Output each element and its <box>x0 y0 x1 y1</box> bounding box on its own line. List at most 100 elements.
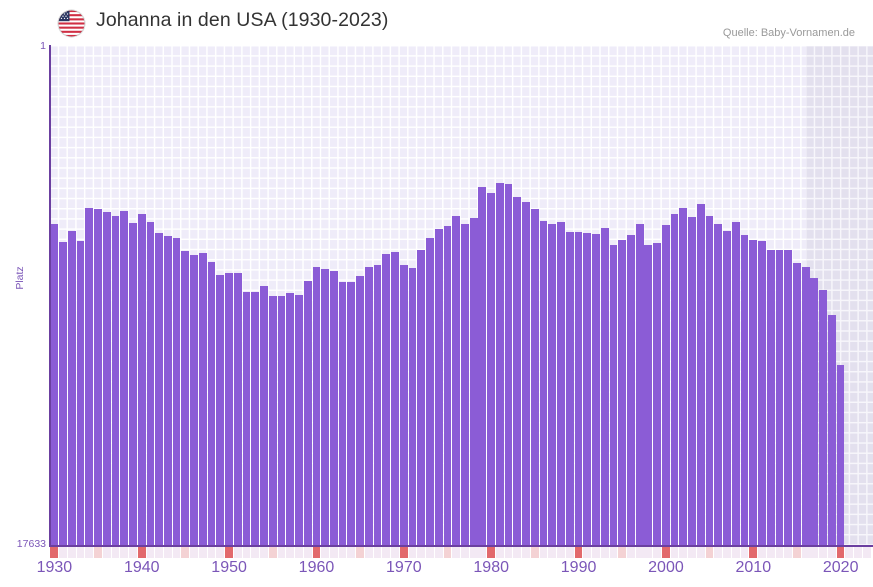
bar[interactable] <box>679 207 688 546</box>
bar[interactable] <box>539 220 548 546</box>
bar[interactable] <box>94 209 102 546</box>
x-axis-tick-minor <box>819 547 827 558</box>
bar[interactable] <box>688 216 696 546</box>
bar[interactable] <box>120 210 129 546</box>
bar[interactable] <box>338 281 347 546</box>
bar[interactable] <box>242 291 251 546</box>
bar[interactable] <box>303 280 312 546</box>
bar[interactable] <box>740 234 749 546</box>
bar[interactable] <box>635 223 644 546</box>
bar[interactable] <box>172 238 181 546</box>
bar[interactable] <box>417 250 426 546</box>
bar[interactable] <box>111 215 120 546</box>
bar[interactable] <box>443 226 452 546</box>
bar[interactable] <box>434 229 443 546</box>
bar[interactable] <box>321 269 330 546</box>
x-axis-tick-label: 1950 <box>211 559 247 576</box>
x-axis-tick-minor <box>120 547 129 558</box>
x-axis-tick-minor <box>181 547 190 558</box>
bar[interactable] <box>426 238 434 546</box>
bar[interactable] <box>102 212 111 546</box>
bar[interactable] <box>391 251 399 546</box>
bar[interactable] <box>146 221 155 546</box>
bar[interactable] <box>399 265 408 546</box>
bar[interactable] <box>696 203 705 546</box>
bar[interactable] <box>295 295 303 546</box>
bar[interactable] <box>408 268 417 546</box>
bar[interactable] <box>836 365 845 546</box>
x-axis-tick-minor <box>565 547 574 558</box>
bar[interactable] <box>627 235 635 546</box>
bar[interactable] <box>225 272 233 546</box>
bar[interactable] <box>469 218 478 546</box>
bar[interactable] <box>181 251 190 546</box>
bar[interactable] <box>85 207 94 546</box>
bar[interactable] <box>784 250 793 546</box>
bar[interactable] <box>198 253 207 546</box>
bar[interactable] <box>251 291 260 546</box>
bar[interactable] <box>76 241 85 546</box>
bar[interactable] <box>827 314 836 546</box>
bar[interactable] <box>705 216 714 546</box>
bar[interactable] <box>487 192 496 546</box>
bar[interactable] <box>600 228 609 546</box>
bar[interactable] <box>775 249 784 546</box>
bar[interactable] <box>731 221 740 546</box>
bar[interactable] <box>574 232 583 546</box>
bar[interactable] <box>347 282 356 546</box>
bar[interactable] <box>356 275 364 546</box>
bar[interactable] <box>749 240 758 546</box>
bar[interactable] <box>513 197 522 546</box>
bar[interactable] <box>277 296 286 546</box>
bar[interactable] <box>670 213 679 546</box>
bar[interactable] <box>373 264 382 546</box>
bar[interactable] <box>557 222 565 546</box>
bar[interactable] <box>644 245 653 546</box>
bar[interactable] <box>50 223 59 546</box>
bar[interactable] <box>530 209 539 546</box>
bar[interactable] <box>793 262 801 546</box>
bar[interactable] <box>758 240 766 546</box>
bar[interactable] <box>155 233 164 546</box>
bar[interactable] <box>461 224 469 546</box>
bar[interactable] <box>819 289 827 546</box>
bar[interactable] <box>329 270 338 546</box>
bar[interactable] <box>67 230 76 546</box>
bar[interactable] <box>233 273 242 546</box>
bar[interactable] <box>137 213 146 546</box>
bar[interactable] <box>714 224 723 546</box>
bar[interactable] <box>495 182 504 546</box>
bar[interactable] <box>452 215 461 546</box>
bar[interactable] <box>504 183 513 546</box>
bar[interactable] <box>592 233 600 546</box>
x-axis-tick-minor <box>504 547 513 558</box>
bar[interactable] <box>548 224 557 546</box>
bar[interactable] <box>522 202 530 546</box>
bar[interactable] <box>618 239 627 546</box>
bar[interactable] <box>163 235 172 546</box>
x-axis-tick-major <box>50 547 59 558</box>
y-axis-label-bottom: 17633 <box>16 538 46 550</box>
bar[interactable] <box>810 277 819 546</box>
bar[interactable] <box>653 243 662 546</box>
bar[interactable] <box>723 231 731 546</box>
bar[interactable] <box>661 225 670 546</box>
bar[interactable] <box>129 222 137 546</box>
bar[interactable] <box>609 245 618 546</box>
bar[interactable] <box>207 262 216 546</box>
bar[interactable] <box>59 241 67 546</box>
bar[interactable] <box>190 254 198 546</box>
bar[interactable] <box>478 187 487 546</box>
bar[interactable] <box>286 293 295 546</box>
bar[interactable] <box>260 286 268 546</box>
bar[interactable] <box>583 233 592 546</box>
bar[interactable] <box>216 274 225 546</box>
bar[interactable] <box>364 267 373 546</box>
bar[interactable] <box>312 266 321 546</box>
bar[interactable] <box>382 253 391 546</box>
bar[interactable] <box>766 249 775 546</box>
bar[interactable] <box>565 232 574 546</box>
x-axis-tick-minor <box>172 547 181 558</box>
bar[interactable] <box>801 267 810 546</box>
bar[interactable] <box>268 295 277 546</box>
